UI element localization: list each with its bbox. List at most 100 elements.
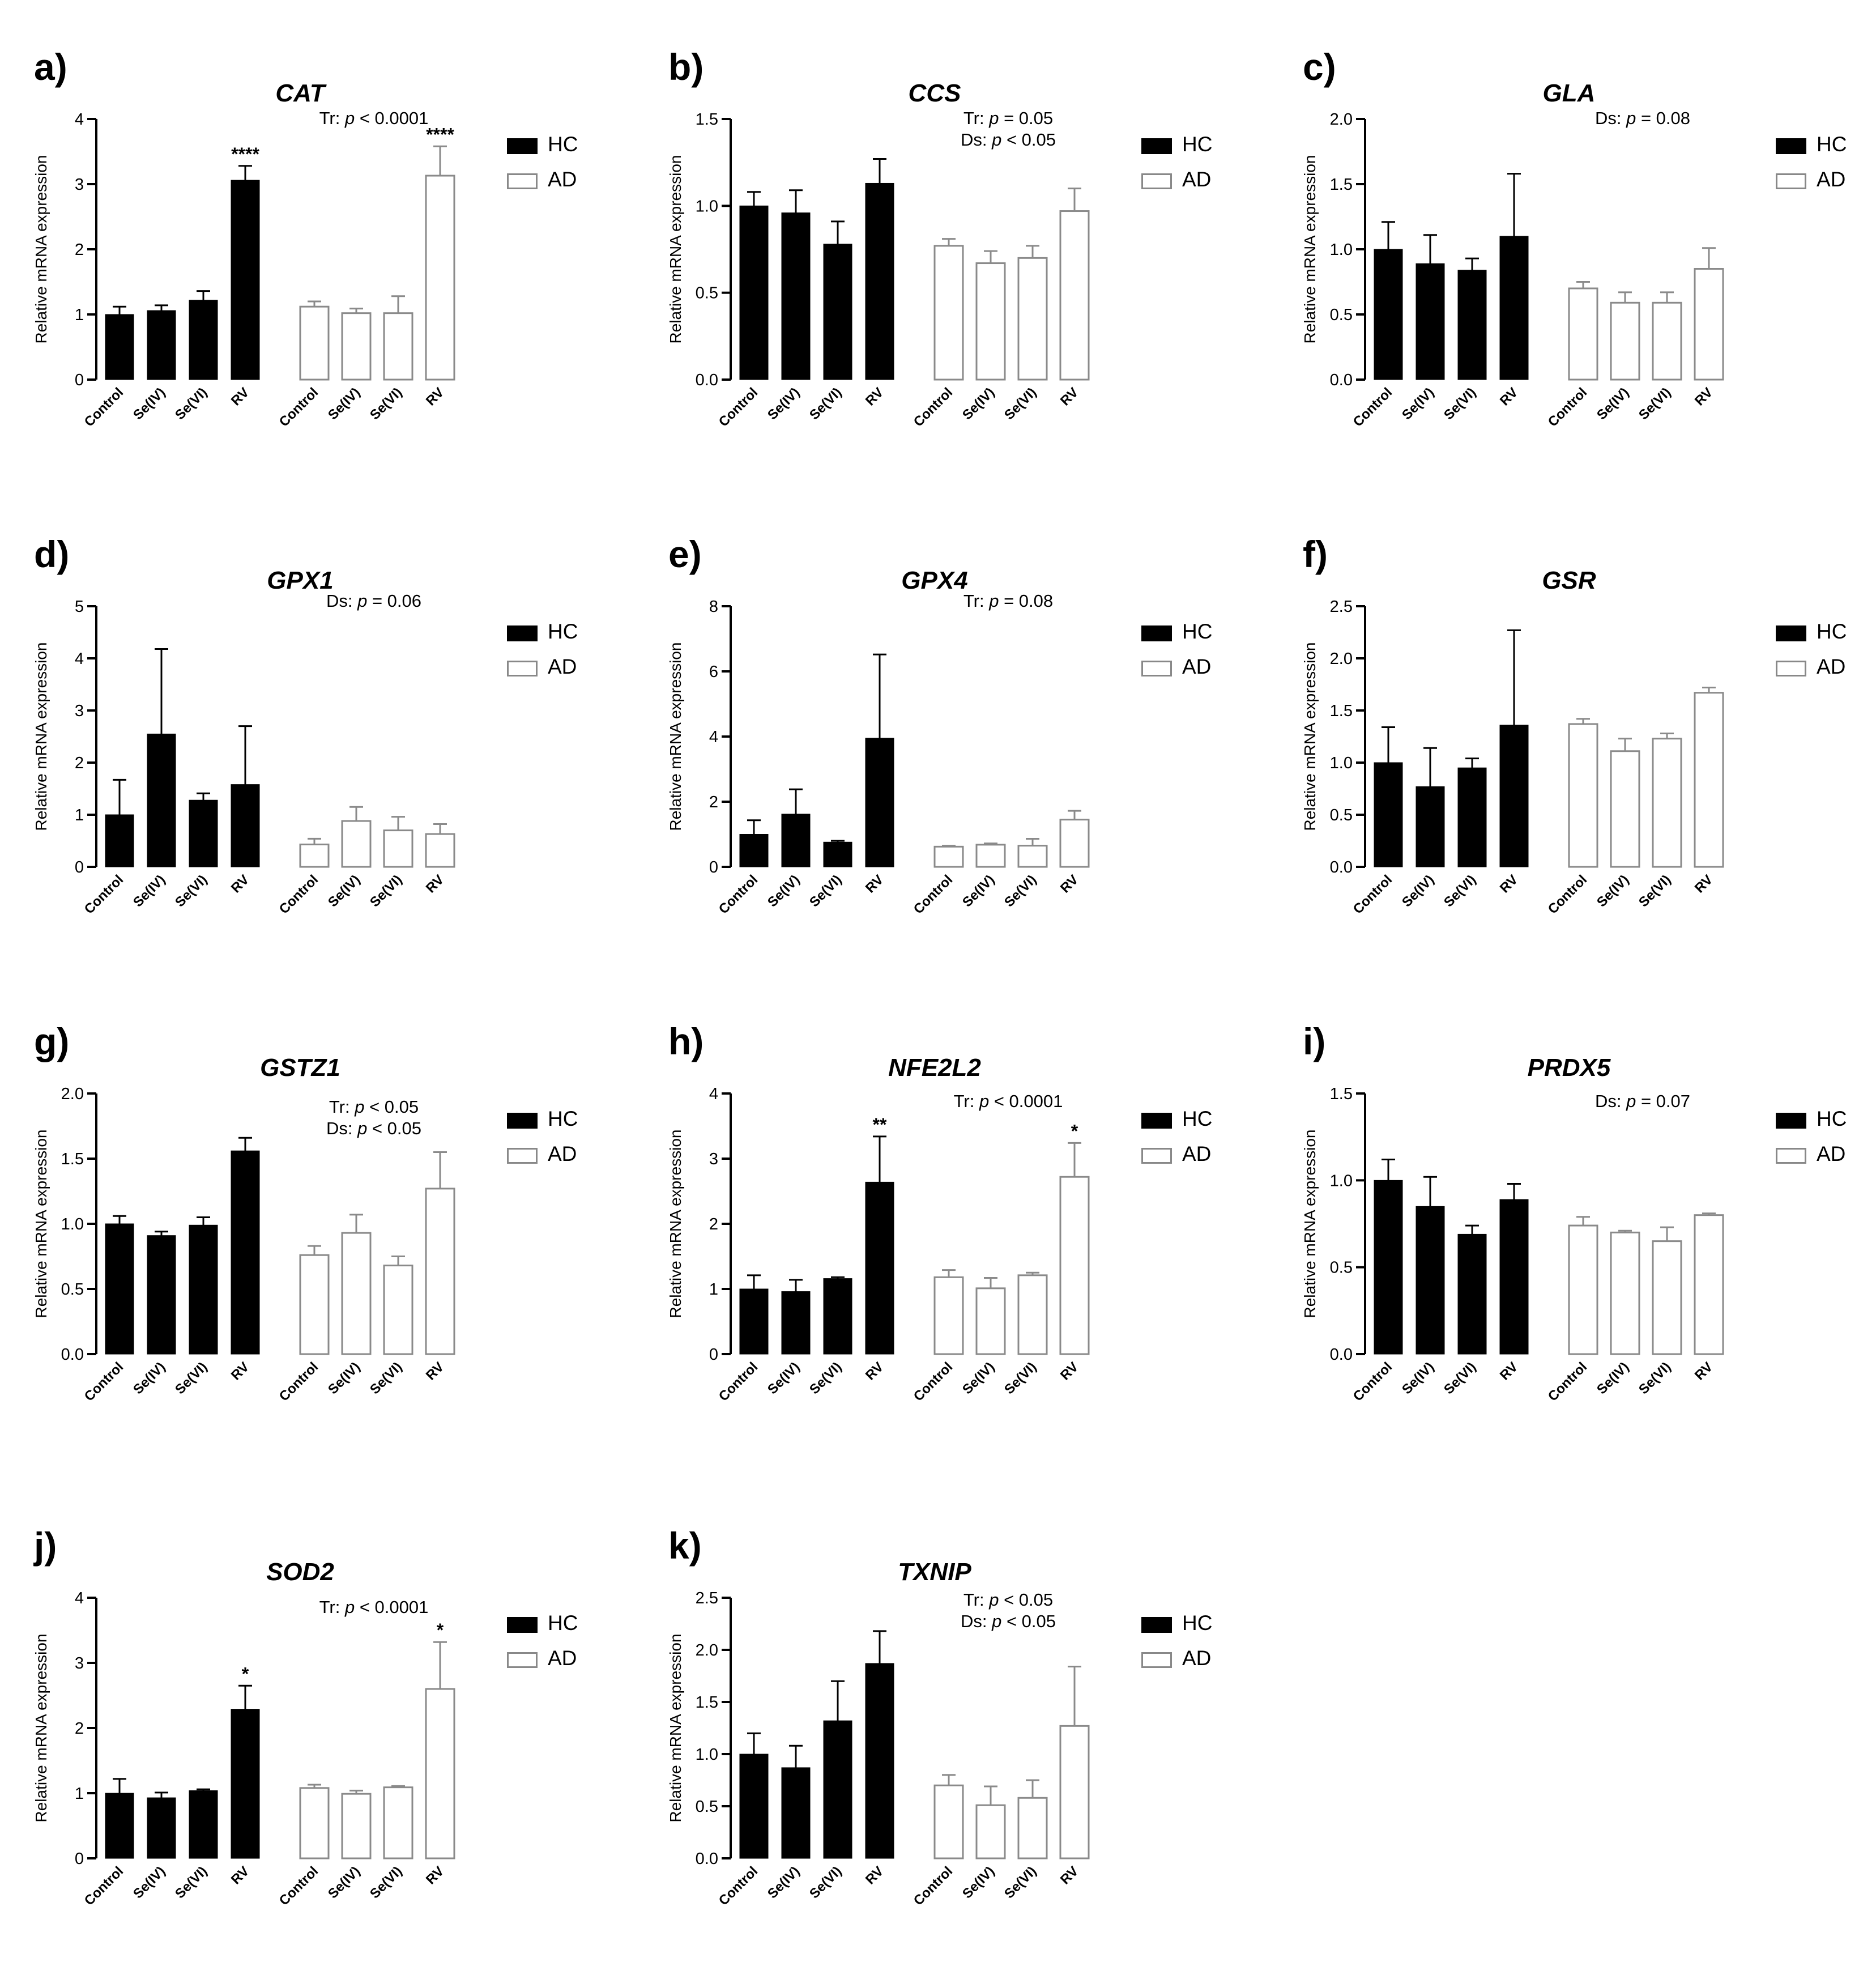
- legend-item: HC: [507, 1106, 620, 1141]
- bar-ad: [383, 312, 413, 381]
- y-tick-label: 1.0: [61, 1215, 84, 1233]
- legend-item: HC: [1141, 131, 1255, 167]
- category-label: RV: [863, 1359, 886, 1383]
- category-label: RV: [1692, 872, 1716, 896]
- legend-item: HC: [507, 619, 620, 654]
- legend-item: AD: [1776, 1141, 1876, 1176]
- y-axis-title: Relative mRNA expression: [32, 155, 50, 343]
- y-tick-label: 0: [75, 371, 84, 389]
- category-label: Control: [82, 1863, 126, 1908]
- chart-title: PRDX5: [1527, 1054, 1611, 1082]
- figure: 0 1 2 3 4 Relative mRNA expression Control Se(I…: [32, 46, 1876, 1909]
- bar-hc: [147, 733, 176, 867]
- panel-label: j): [34, 1525, 57, 1567]
- category-label: RV: [423, 1359, 447, 1383]
- category-label: Se(VI): [807, 1863, 845, 1901]
- chart-title: CAT: [275, 79, 325, 107]
- legend-label: HC: [1182, 133, 1213, 156]
- y-tick-label: 6: [709, 663, 718, 681]
- bar-ad: [1059, 210, 1090, 381]
- y-tick-label: 0.0: [1330, 858, 1353, 876]
- stats-prefix: Tr:: [329, 1097, 355, 1117]
- legend-label: HC: [548, 620, 578, 643]
- y-tick-label: 1.5: [1330, 1085, 1353, 1103]
- y-tick-label: 1.0: [1330, 241, 1353, 259]
- bar-hc: [1415, 786, 1445, 867]
- category-label: Control: [1350, 872, 1395, 917]
- legend-item: HC: [1141, 1106, 1255, 1141]
- category-label: Se(VI): [1636, 1359, 1674, 1397]
- y-tick-label: 3: [709, 1150, 718, 1168]
- y-tick-label: 8: [709, 598, 718, 616]
- bar-ad: [1059, 1725, 1090, 1859]
- bar-ad: [341, 1232, 372, 1355]
- stats-p-symbol: p: [979, 1091, 990, 1111]
- bar-ad: [1568, 1224, 1598, 1355]
- bar-ad: [1017, 1797, 1048, 1859]
- category-label: Se(IV): [765, 872, 803, 910]
- bar-ad: [341, 312, 372, 381]
- category-label: RV: [1692, 1359, 1716, 1383]
- bar-hc: [1415, 1206, 1445, 1355]
- y-tick-label: 3: [75, 1654, 84, 1673]
- stats-value: = 0.08: [1636, 108, 1691, 128]
- category-label: Se(IV): [130, 1863, 168, 1901]
- y-tick-label: 4: [75, 110, 84, 129]
- panel-label: g): [34, 1020, 70, 1062]
- stats-annotation: Ds: p = 0.08: [1535, 108, 1750, 129]
- bar-hc: [865, 738, 894, 867]
- stats-line: Ds: p < 0.05: [266, 1118, 481, 1139]
- legend-label: HC: [1182, 1611, 1213, 1635]
- y-tick-label: 3: [75, 702, 84, 720]
- y-tick-label: 5: [75, 598, 84, 616]
- panel-label: d): [34, 533, 70, 575]
- y-tick-label: 0.5: [696, 284, 718, 303]
- category-label: RV: [1497, 385, 1521, 408]
- category-label: Control: [911, 1863, 956, 1908]
- y-tick-label: 2.0: [61, 1085, 84, 1103]
- stats-value: = 0.06: [367, 591, 422, 611]
- y-tick-label: 2: [75, 754, 84, 772]
- stats-prefix: Tr:: [319, 108, 345, 128]
- stats-prefix: Tr:: [963, 108, 990, 128]
- category-label: Control: [1545, 872, 1590, 917]
- category-label: Se(IV): [130, 385, 168, 423]
- legend-item: HC: [507, 131, 620, 167]
- y-tick-label: 2: [709, 793, 718, 811]
- legend-label: AD: [1817, 1142, 1846, 1165]
- stats-value: = 0.07: [1636, 1091, 1691, 1111]
- bar-hc: [147, 1235, 176, 1355]
- bar-hc: [147, 310, 176, 380]
- stats-value: < 0.05: [1001, 1611, 1056, 1631]
- panel-label: c): [1303, 46, 1336, 88]
- y-tick-label: 0.0: [1330, 371, 1353, 389]
- bar-ad: [1017, 845, 1048, 868]
- y-tick-label: 1.5: [61, 1150, 84, 1168]
- legend-swatch-hc: [507, 625, 538, 641]
- legend: HC AD: [507, 131, 620, 202]
- y-tick-label: 0.5: [61, 1280, 84, 1299]
- bar-hc: [1374, 762, 1403, 867]
- legend: HC AD: [1776, 619, 1876, 689]
- bar-hc: [865, 182, 894, 380]
- bar-hc: [105, 314, 134, 380]
- category-label: Se(VI): [172, 1359, 210, 1397]
- y-tick-label: 1.0: [1330, 754, 1353, 772]
- category-label: Se(IV): [1594, 385, 1632, 423]
- bar-ad: [383, 829, 413, 868]
- stats-value: = 0.08: [999, 591, 1054, 611]
- legend-item: HC: [1141, 619, 1255, 654]
- bar-ad: [425, 833, 455, 868]
- category-label: RV: [228, 1863, 252, 1887]
- y-tick-label: 1: [75, 806, 84, 824]
- bar-hc: [1457, 1233, 1487, 1355]
- y-axis-title: Relative mRNA expression: [32, 1129, 50, 1318]
- bar-ad: [1059, 1176, 1090, 1355]
- y-tick-label: 0.0: [61, 1346, 84, 1364]
- y-tick-label: 1: [709, 1280, 718, 1299]
- category-label: Se(IV): [960, 1863, 997, 1901]
- y-tick-label: 0: [709, 858, 718, 876]
- y-tick-label: 1.0: [696, 1746, 718, 1764]
- bar-ad: [425, 1188, 455, 1355]
